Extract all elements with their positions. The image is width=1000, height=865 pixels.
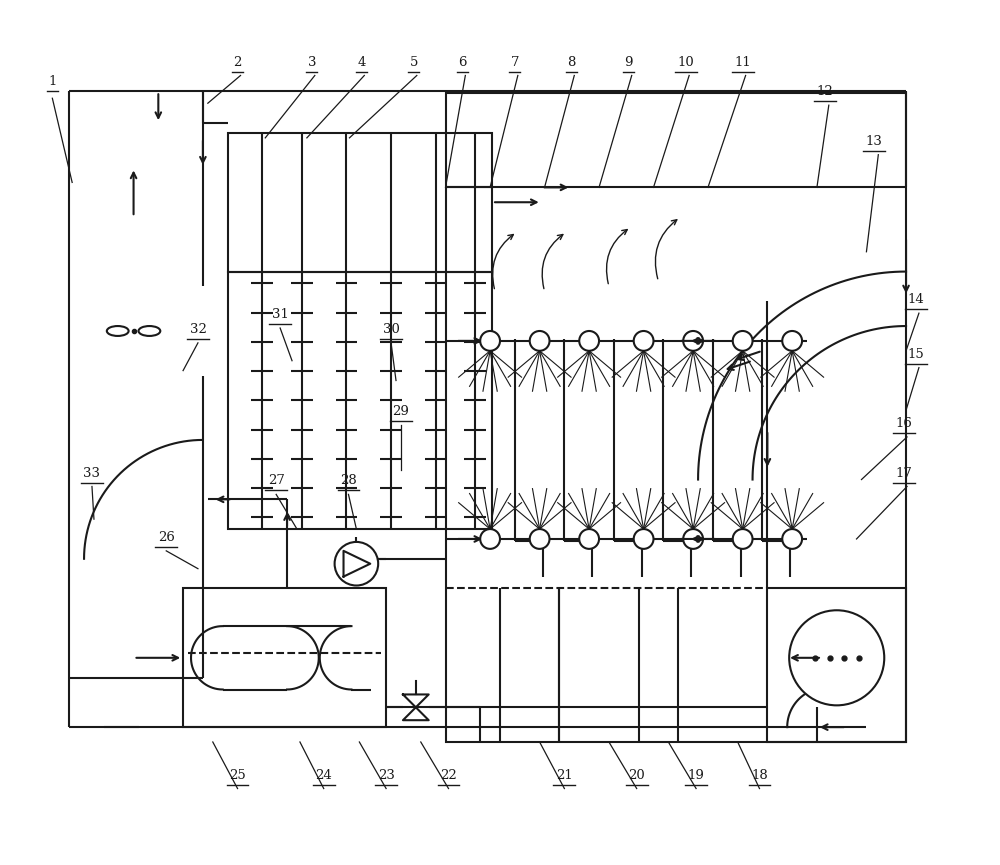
Circle shape bbox=[579, 331, 599, 351]
Circle shape bbox=[634, 529, 654, 549]
Text: 31: 31 bbox=[272, 308, 289, 321]
Text: 21: 21 bbox=[556, 769, 573, 782]
Text: 26: 26 bbox=[158, 531, 175, 544]
Ellipse shape bbox=[139, 326, 160, 336]
Text: 4: 4 bbox=[357, 55, 366, 68]
Circle shape bbox=[683, 331, 703, 351]
Text: 19: 19 bbox=[688, 769, 705, 782]
Text: 27: 27 bbox=[268, 475, 285, 488]
Text: 3: 3 bbox=[308, 55, 316, 68]
Circle shape bbox=[789, 611, 884, 705]
Text: 17: 17 bbox=[896, 466, 913, 479]
Bar bbox=[767, 588, 906, 742]
Bar bbox=[183, 588, 386, 727]
Bar bbox=[228, 133, 492, 272]
Circle shape bbox=[530, 529, 550, 549]
Text: 18: 18 bbox=[751, 769, 768, 782]
Text: 5: 5 bbox=[410, 55, 418, 68]
Text: 14: 14 bbox=[908, 293, 924, 306]
Text: 22: 22 bbox=[440, 769, 457, 782]
Circle shape bbox=[683, 529, 703, 549]
Text: 20: 20 bbox=[628, 769, 645, 782]
Text: 2: 2 bbox=[233, 55, 242, 68]
Circle shape bbox=[733, 529, 753, 549]
Text: 24: 24 bbox=[315, 769, 332, 782]
Text: 1: 1 bbox=[48, 75, 57, 88]
Bar bbox=[446, 93, 906, 742]
Text: 7: 7 bbox=[511, 55, 519, 68]
Text: 12: 12 bbox=[816, 86, 833, 99]
Circle shape bbox=[782, 529, 802, 549]
Bar bbox=[228, 272, 492, 529]
Text: 25: 25 bbox=[229, 769, 246, 782]
Text: 8: 8 bbox=[567, 55, 575, 68]
Circle shape bbox=[480, 331, 500, 351]
Circle shape bbox=[579, 529, 599, 549]
Circle shape bbox=[782, 331, 802, 351]
Text: 28: 28 bbox=[340, 475, 357, 488]
Text: 13: 13 bbox=[866, 135, 883, 148]
Text: 10: 10 bbox=[678, 55, 695, 68]
Text: 9: 9 bbox=[624, 55, 633, 68]
Circle shape bbox=[530, 331, 550, 351]
Circle shape bbox=[480, 529, 500, 549]
Circle shape bbox=[733, 331, 753, 351]
Circle shape bbox=[634, 331, 654, 351]
Text: 32: 32 bbox=[190, 323, 206, 336]
Text: 33: 33 bbox=[83, 466, 100, 479]
Ellipse shape bbox=[107, 326, 129, 336]
Text: 6: 6 bbox=[458, 55, 467, 68]
Text: 30: 30 bbox=[383, 323, 399, 336]
Text: 15: 15 bbox=[908, 348, 924, 361]
Text: 29: 29 bbox=[393, 405, 409, 418]
Text: 23: 23 bbox=[378, 769, 395, 782]
Circle shape bbox=[335, 542, 378, 586]
Text: 11: 11 bbox=[734, 55, 751, 68]
Text: 16: 16 bbox=[896, 417, 913, 430]
